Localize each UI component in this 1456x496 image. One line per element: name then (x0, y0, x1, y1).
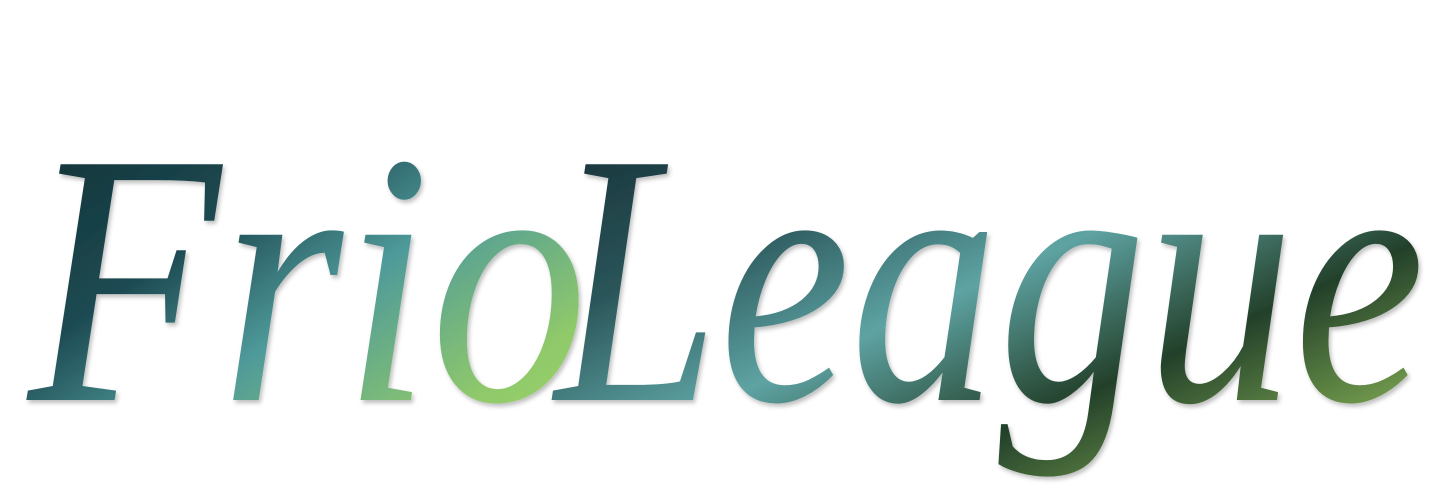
logo-word: League (550, 79, 1425, 479)
logo-word: Frio (23, 79, 588, 478)
